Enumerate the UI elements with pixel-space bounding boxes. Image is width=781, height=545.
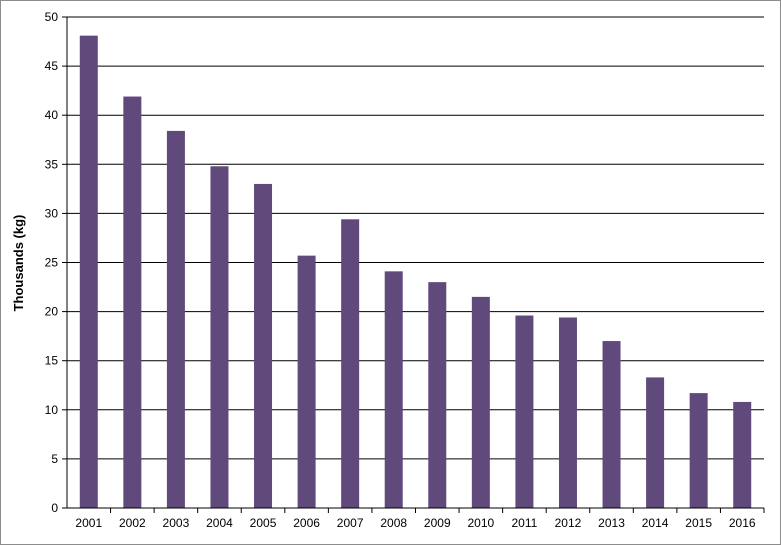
bar-2016	[733, 401, 752, 508]
bar-2015	[689, 393, 708, 508]
x-tick-label: 2003	[163, 516, 190, 530]
bar-2005	[254, 183, 273, 508]
x-tick-label: 2007	[337, 516, 364, 530]
y-tick-labels: 0 5 10 15 20 25 30 35 40 45 50	[45, 10, 59, 515]
bar-2001	[79, 35, 98, 509]
y-tick-label: 50	[45, 10, 59, 24]
bar-2011	[515, 315, 534, 508]
bar-2008	[384, 271, 403, 508]
y-tick-label: 5	[51, 452, 58, 466]
y-tick-label: 35	[45, 157, 59, 171]
bar-2012	[558, 317, 577, 508]
bar-2010	[471, 296, 490, 508]
bar-2014	[646, 377, 665, 508]
bar-2009	[428, 282, 447, 508]
x-tick-label: 2005	[250, 516, 277, 530]
x-tick-label: 2008	[380, 516, 407, 530]
bar-2004	[210, 166, 229, 508]
x-tick-label: 2002	[119, 516, 146, 530]
x-tick-label: 2014	[642, 516, 669, 530]
bar-2006	[297, 255, 316, 508]
x-tick-label: 2013	[598, 516, 625, 530]
y-tick-label: 25	[45, 256, 59, 270]
x-tick-label: 2015	[685, 516, 712, 530]
x-tick-label: 2010	[467, 516, 494, 530]
bars	[79, 35, 752, 509]
y-tick-label: 20	[45, 305, 59, 319]
y-tick-label: 45	[45, 59, 59, 73]
bar-2013	[602, 341, 621, 508]
x-tick-label: 2011	[512, 516, 538, 530]
y-tick-label: 30	[45, 206, 59, 220]
y-tick-label: 40	[45, 108, 59, 122]
bar-2007	[341, 219, 360, 509]
y-tick-label: 10	[45, 403, 59, 417]
x-tick-label: 2004	[206, 516, 233, 530]
x-tick-label: 2009	[424, 516, 451, 530]
axes	[62, 16, 765, 513]
x-tick-label: 2001	[75, 516, 102, 530]
x-tick-label: 2016	[729, 516, 756, 530]
y-tick-label: 15	[45, 354, 59, 368]
y-axis-title: Thousands (kg)	[11, 215, 26, 312]
bar-2003	[166, 130, 185, 509]
x-tick-label: 2006	[293, 516, 320, 530]
x-tick-label: 2012	[555, 516, 582, 530]
bar-2002	[123, 96, 142, 509]
y-tick-label: 0	[51, 501, 58, 515]
x-tick-labels: 2001 2002 2003 2004 2005 2006 2007 2008 2009 2010…	[75, 516, 755, 530]
